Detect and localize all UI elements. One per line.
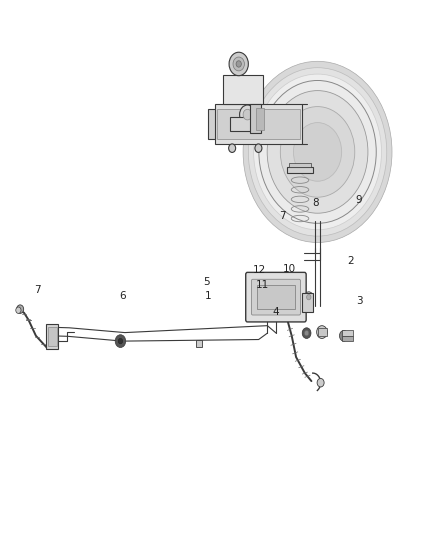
Circle shape — [304, 292, 313, 303]
Circle shape — [118, 338, 123, 344]
Bar — [289, 163, 311, 167]
Text: 3: 3 — [356, 296, 363, 306]
Circle shape — [259, 80, 376, 223]
Text: 7: 7 — [34, 286, 41, 295]
Bar — [208, 109, 215, 139]
Bar — [256, 108, 264, 130]
Text: 1: 1 — [205, 291, 212, 301]
Text: 6: 6 — [119, 291, 126, 301]
Text: 12: 12 — [253, 265, 266, 275]
Circle shape — [254, 74, 381, 230]
Circle shape — [267, 91, 368, 213]
Bar — [48, 327, 57, 346]
Text: 9: 9 — [356, 195, 363, 205]
Bar — [230, 117, 261, 131]
Text: 2: 2 — [347, 256, 354, 266]
Circle shape — [229, 144, 236, 152]
Bar — [46, 324, 58, 349]
Bar — [257, 285, 295, 309]
Bar — [342, 336, 353, 341]
Bar — [215, 104, 302, 144]
Circle shape — [317, 326, 327, 338]
Circle shape — [243, 109, 252, 120]
Text: 11: 11 — [256, 280, 269, 290]
Circle shape — [240, 105, 255, 124]
FancyBboxPatch shape — [246, 272, 306, 322]
Circle shape — [236, 61, 241, 67]
Circle shape — [293, 123, 342, 181]
Text: 8: 8 — [312, 198, 319, 207]
Text: 5: 5 — [203, 278, 210, 287]
Circle shape — [255, 144, 262, 152]
Bar — [250, 104, 261, 133]
Circle shape — [304, 330, 309, 336]
Bar — [318, 328, 327, 336]
Bar — [302, 293, 313, 312]
Circle shape — [229, 52, 248, 76]
Circle shape — [302, 328, 311, 338]
Bar — [217, 109, 300, 139]
Bar — [287, 167, 313, 173]
Circle shape — [17, 305, 24, 313]
Circle shape — [317, 378, 324, 387]
Bar — [223, 75, 263, 104]
Circle shape — [280, 107, 355, 197]
Circle shape — [16, 307, 21, 313]
Text: 7: 7 — [279, 211, 286, 221]
Text: 10: 10 — [283, 264, 296, 274]
Circle shape — [248, 68, 387, 236]
FancyBboxPatch shape — [251, 279, 300, 315]
Circle shape — [307, 294, 311, 300]
Circle shape — [339, 330, 348, 341]
Circle shape — [243, 61, 392, 243]
Circle shape — [233, 57, 244, 71]
Circle shape — [115, 335, 126, 348]
Bar — [196, 340, 202, 347]
Bar — [342, 330, 353, 336]
Text: 4: 4 — [272, 307, 279, 317]
